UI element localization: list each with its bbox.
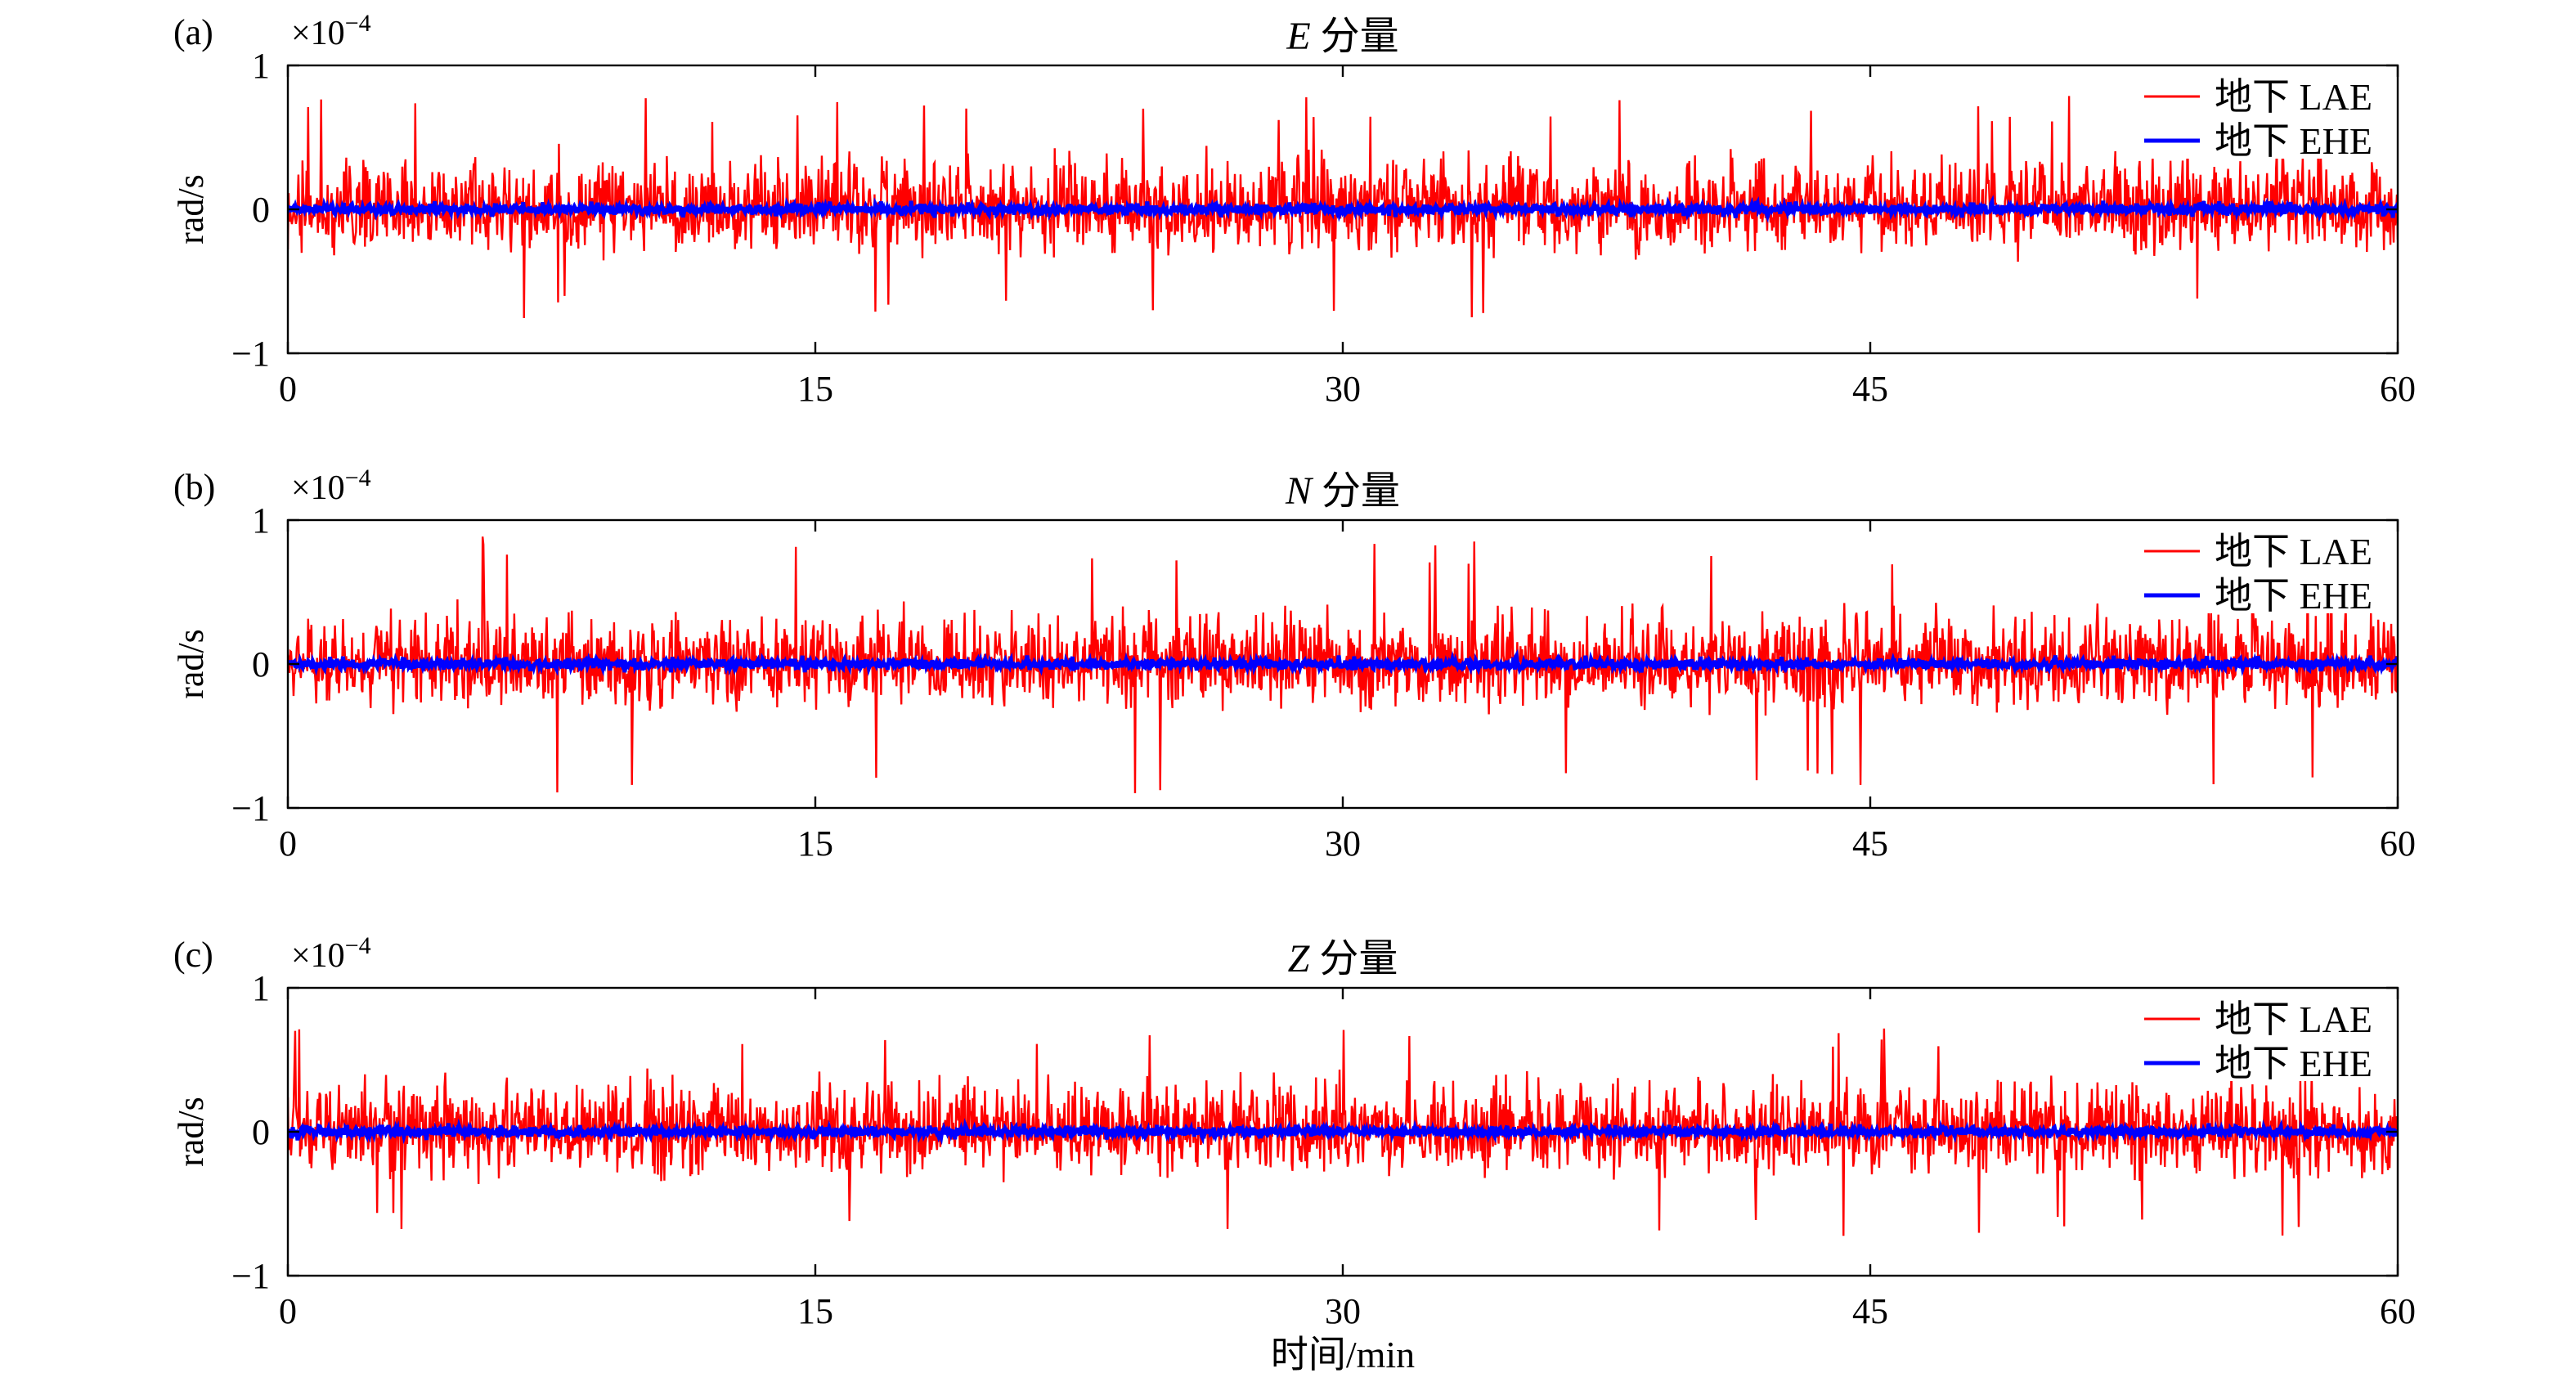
panel-title-component: E [1286, 15, 1310, 58]
y-scale-base: ×10 [291, 15, 345, 52]
y-tick-label: 1 [252, 46, 270, 86]
x-tick-label: 15 [797, 823, 833, 864]
x-tick-label: 15 [797, 369, 833, 409]
x-tick-label: 0 [279, 369, 297, 409]
panel-tag: (b) [173, 467, 215, 507]
x-tick-label: 15 [797, 1291, 833, 1331]
x-tick-label: 45 [1852, 369, 1888, 409]
x-tick-label: 45 [1852, 823, 1888, 864]
y-tick-label: 0 [252, 1112, 270, 1152]
y-scale-base: ×10 [291, 469, 345, 507]
panel-title: Z 分量 [1288, 937, 1398, 980]
y-scale-exponent: −4 [345, 464, 371, 491]
legend-background [2136, 525, 2394, 613]
y-scale-exponent: −4 [345, 932, 371, 959]
legend-label: 地下 LAE [2215, 998, 2372, 1040]
panel-title-suffix: 分量 [1312, 469, 1400, 513]
legend-label: 地下 EHE [2215, 575, 2372, 617]
panel-title-suffix: 分量 [1309, 937, 1398, 980]
y-scale-factor: ×10−4 [291, 10, 371, 52]
y-scale-factor: ×10−4 [291, 464, 371, 507]
y-tick-label: 1 [252, 500, 270, 541]
y-scale-factor: ×10−4 [291, 932, 371, 975]
panel-title-component: N [1285, 469, 1314, 513]
panel-tag: (c) [173, 935, 213, 975]
x-tick-label: 60 [2380, 1291, 2416, 1331]
y-tick-label: 1 [252, 968, 270, 1008]
y-tick-label: −1 [231, 334, 270, 374]
y-tick-label: 0 [252, 190, 270, 230]
panel-tag: (a) [173, 12, 213, 52]
legend-background [2136, 70, 2394, 159]
y-axis-label: rad/s [171, 629, 211, 699]
y-scale-base: ×10 [291, 937, 345, 975]
series-line-ehe [288, 1118, 2398, 1146]
x-tick-label: 30 [1325, 369, 1361, 409]
y-scale-exponent: −4 [345, 10, 371, 37]
y-tick-label: 0 [252, 644, 270, 684]
y-axis-label: rad/s [171, 174, 211, 245]
panel-title: N 分量 [1285, 469, 1400, 513]
legend-background [2136, 993, 2394, 1081]
panel-title-component: Z [1288, 937, 1311, 980]
y-axis-label: rad/s [171, 1097, 211, 1167]
x-tick-label: 0 [279, 823, 297, 864]
x-tick-label: 60 [2380, 369, 2416, 409]
x-tick-label: 30 [1325, 823, 1361, 864]
x-tick-label: 0 [279, 1291, 297, 1331]
y-tick-label: −1 [231, 1256, 270, 1296]
panel-title: E 分量 [1286, 15, 1398, 58]
x-tick-label: 30 [1325, 1291, 1361, 1331]
legend-label: 地下 LAE [2215, 76, 2372, 118]
panel-title-suffix: 分量 [1311, 15, 1399, 58]
x-tick-label: 60 [2380, 823, 2416, 864]
series-line-ehe [288, 648, 2398, 676]
x-tick-label: 45 [1852, 1291, 1888, 1331]
series-line-ehe [288, 195, 2398, 223]
y-tick-label: −1 [231, 788, 270, 828]
legend-label: 地下 LAE [2215, 531, 2372, 572]
legend-label: 地下 EHE [2215, 1043, 2372, 1084]
legend-label: 地下 EHE [2215, 120, 2372, 162]
x-axis-label: 时间/min [1271, 1334, 1415, 1375]
